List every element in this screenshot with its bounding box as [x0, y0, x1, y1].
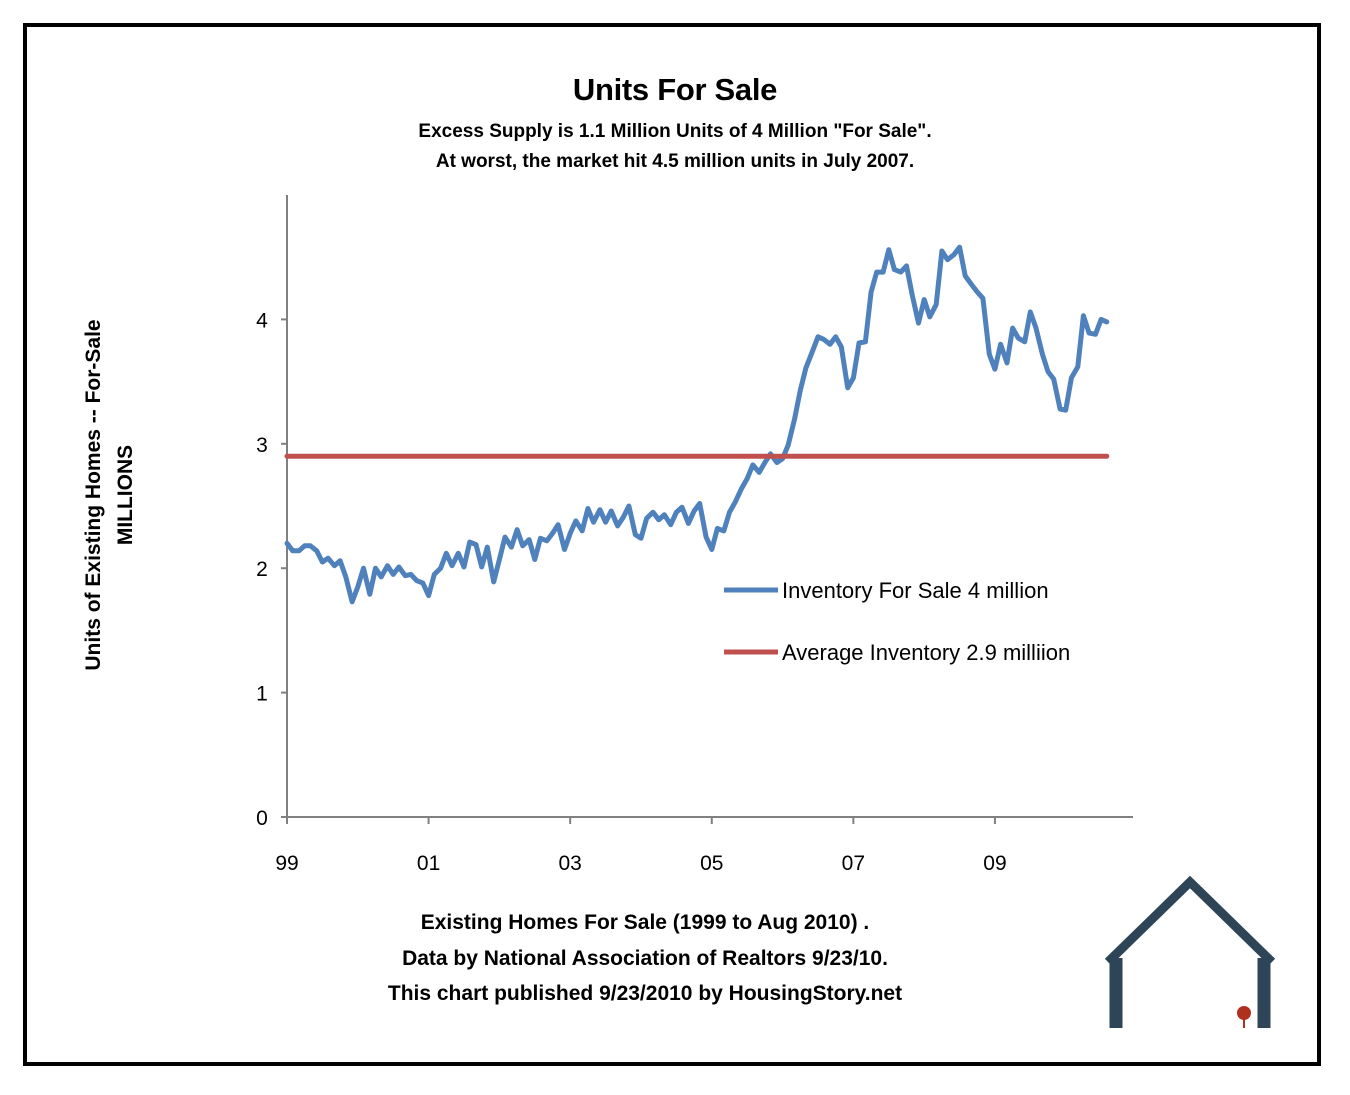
legend-label: Average Inventory 2.9 milliion [782, 640, 1070, 665]
y-tick-label: 4 [256, 309, 268, 332]
chart-frame [23, 23, 1321, 1066]
y-tick-label: 2 [256, 558, 268, 581]
x-tick-label: 99 [275, 852, 298, 875]
logo-flower-icon [1237, 1006, 1251, 1020]
x-tick-label: 03 [559, 852, 582, 875]
legend: Inventory For Sale 4 million Average Inve… [724, 578, 1070, 665]
y-tick-label: 1 [256, 683, 268, 706]
legend-label: Inventory For Sale 4 million [782, 578, 1049, 603]
chart-subtitle-line-2: At worst, the market hit 4.5 million uni… [435, 151, 915, 172]
chart-subtitle-line-1: Excess Supply is 1.1 Million Units of 4 … [418, 121, 932, 142]
y-tick-label: 0 [256, 807, 268, 830]
series-layer [284, 244, 1110, 605]
x-tick-label: 07 [842, 852, 865, 875]
footer-line-1: Existing Homes For Sale (1999 to Aug 201… [420, 911, 870, 934]
axes [281, 195, 1133, 824]
x-tick-label: 09 [983, 852, 1006, 875]
house-logo-icon [1104, 875, 1276, 1028]
footer-line-3: This chart published 9/23/2010 by Housin… [387, 982, 903, 1005]
series-line-inventory [284, 244, 1110, 605]
logo-roof [1104, 875, 1276, 966]
x-tick-label: 01 [417, 852, 440, 875]
y-tick-label: 3 [256, 434, 268, 457]
footer-line-2: Data by National Association of Realtors… [402, 947, 888, 970]
x-tick-label: 05 [700, 852, 723, 875]
chart-title: Units For Sale [572, 72, 778, 107]
